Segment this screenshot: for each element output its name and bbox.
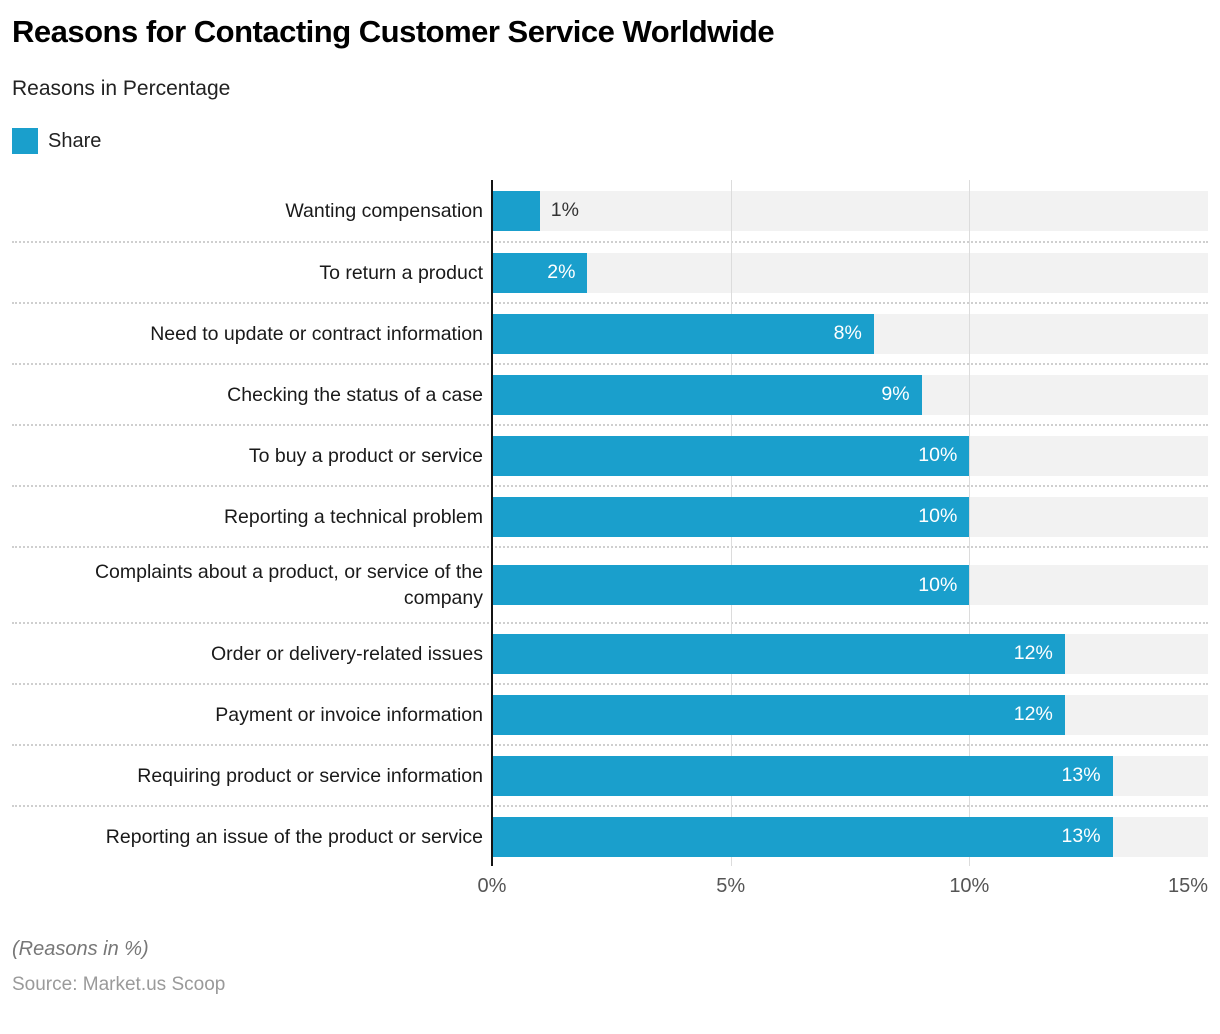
bar-cell: 10% [492, 426, 1208, 485]
bar-row: Reporting an issue of the product or ser… [12, 805, 1208, 866]
category-label: Payment or invoice information [215, 703, 483, 726]
bar-value-label: 10% [918, 573, 958, 596]
bar[interactable]: 10% [492, 435, 970, 476]
bar-cell: 13% [492, 807, 1208, 866]
bar[interactable]: 8% [492, 313, 874, 354]
bar-cell: 10% [492, 487, 1208, 546]
x-axis: 0% 5% 10% 15% [478, 866, 1208, 904]
chart-subtitle: Reasons in Percentage [12, 77, 231, 100]
bar-row: Requiring product or service information… [12, 744, 1208, 805]
bar-row: Checking the status of a case 9% [12, 363, 1208, 424]
bar-row: Reporting a technical problem 10% [12, 485, 1208, 546]
bar-value-label: 13% [1061, 825, 1101, 847]
bar[interactable]: 10% [492, 565, 970, 605]
bar-value-label: 12% [1013, 642, 1053, 664]
bar-value-label: 13% [1061, 764, 1101, 786]
bar[interactable] [492, 190, 540, 231]
chart-footer: (Reasons in %) Source: Market.us Scoop [12, 938, 1208, 996]
bar-value-label-outside: 1% [550, 199, 579, 221]
legend-item-share[interactable]: Share [12, 128, 101, 154]
bar-cell: 12% [492, 685, 1208, 744]
legend-swatch-icon [12, 128, 38, 154]
x-tick-5pct: 5% [716, 875, 746, 897]
bar-row: To return a product 2% [12, 241, 1208, 302]
category-label: Checking the status of a case [227, 383, 483, 406]
bar-cell: 8% [492, 304, 1208, 363]
bar[interactable]: 12% [492, 694, 1065, 735]
bar-row: To buy a product or service 10% [12, 424, 1208, 485]
category-label: Order or delivery-related issues [210, 642, 483, 665]
axis-note: (Reasons in %) [12, 938, 149, 960]
category-label: Need to update or contract information [150, 322, 483, 345]
bar-value-label: 2% [547, 261, 576, 283]
bar-value-label: 10% [918, 444, 958, 466]
bar[interactable]: 10% [492, 496, 970, 537]
category-label: Reporting an issue of the product or ser… [105, 825, 483, 848]
bar-cell: 9% [492, 365, 1208, 424]
bar-cell: 2% [492, 243, 1208, 302]
bar-row: Wanting compensation 1% [12, 180, 1208, 241]
category-label: Requiring product or service information [137, 764, 483, 787]
x-tick-10pct: 10% [949, 875, 990, 897]
bar-cell: 12% [492, 624, 1208, 683]
bar[interactable]: 12% [492, 633, 1065, 674]
bar-row: Complaints about a product, or service o… [12, 546, 1208, 622]
bar-value-label: 9% [881, 383, 910, 405]
bar-value-label: 12% [1013, 703, 1053, 725]
bar[interactable]: 9% [492, 374, 922, 415]
source-credit: Source: Market.us Scoop [12, 974, 226, 995]
category-label: Wanting compensation [285, 199, 483, 222]
bar-value-label: 8% [833, 322, 862, 344]
bar-value-label: 10% [918, 505, 958, 527]
x-tick-0pct: 0% [477, 875, 507, 897]
bar[interactable]: 13% [492, 755, 1113, 796]
bar-cell: 1% [492, 180, 1208, 241]
bar-row: Payment or invoice information 12% [12, 683, 1208, 744]
bar[interactable]: 13% [492, 816, 1113, 857]
category-label: Complaints about a product, or service o… [94, 561, 483, 609]
bar-row: Order or delivery-related issues 12% [12, 622, 1208, 683]
category-label: To return a product [319, 261, 483, 284]
bar-track [492, 252, 1208, 293]
category-label: To buy a product or service [248, 444, 483, 467]
bar-row: Need to update or contract information 8… [12, 302, 1208, 363]
bar[interactable]: 2% [492, 252, 588, 293]
bar-chart: Wanting compensation 1% To return a prod… [12, 180, 1208, 904]
bar-cell: 10% [492, 548, 1208, 622]
x-tick-15pct: 15% [1167, 875, 1208, 897]
plot-area: Wanting compensation 1% To return a prod… [12, 180, 1208, 866]
page: Reasons for Contacting Customer Service … [0, 14, 1220, 996]
legend-label: Share [48, 129, 102, 152]
category-label: Reporting a technical problem [223, 505, 483, 528]
bar-cell: 13% [492, 746, 1208, 805]
page-title: Reasons for Contacting Customer Service … [12, 14, 775, 49]
bar-track [492, 190, 1208, 231]
